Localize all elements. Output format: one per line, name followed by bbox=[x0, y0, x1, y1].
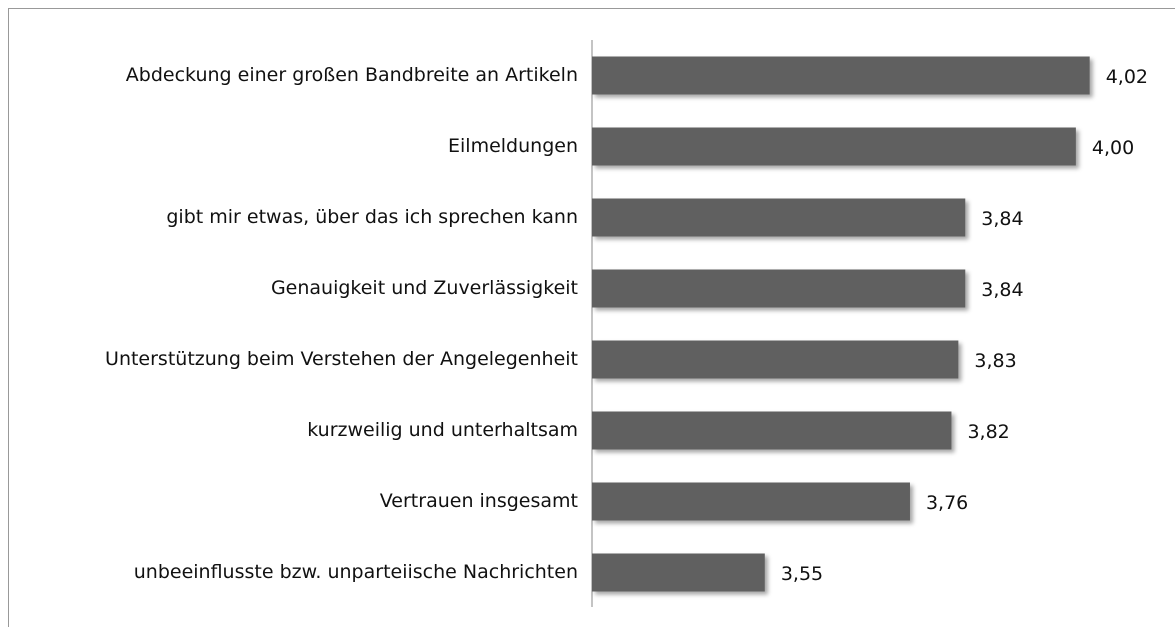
bar bbox=[592, 270, 965, 308]
category-label: Abdeckung einer großen Bandbreite an Art… bbox=[126, 64, 578, 86]
category-label: Genauigkeit und Zuverlässigkeit bbox=[271, 277, 578, 299]
value-label: 3,84 bbox=[981, 279, 1023, 301]
category-label: gibt mir etwas, über das ich sprechen ka… bbox=[166, 206, 578, 228]
category-label: kurzweilig und unterhaltsam bbox=[307, 419, 578, 441]
bar bbox=[592, 57, 1090, 95]
category-label: Unterstützung beim Verstehen der Angeleg… bbox=[105, 348, 578, 370]
category-label: Vertrauen insgesamt bbox=[380, 490, 578, 512]
bar bbox=[592, 128, 1076, 166]
bar bbox=[592, 199, 965, 237]
value-label: 4,00 bbox=[1092, 137, 1134, 159]
category-label: unbeeinflusste bzw. unparteiische Nachri… bbox=[134, 561, 578, 583]
bar bbox=[592, 412, 951, 450]
value-label: 3,82 bbox=[967, 421, 1009, 443]
bar bbox=[592, 341, 958, 379]
value-label: 3,84 bbox=[981, 208, 1023, 230]
category-label: Eilmeldungen bbox=[448, 135, 578, 157]
value-label: 3,83 bbox=[974, 350, 1016, 372]
value-label: 3,55 bbox=[781, 563, 823, 585]
bar bbox=[592, 554, 765, 592]
value-label: 4,02 bbox=[1106, 66, 1148, 88]
bar bbox=[592, 483, 910, 521]
value-label: 3,76 bbox=[926, 492, 968, 514]
